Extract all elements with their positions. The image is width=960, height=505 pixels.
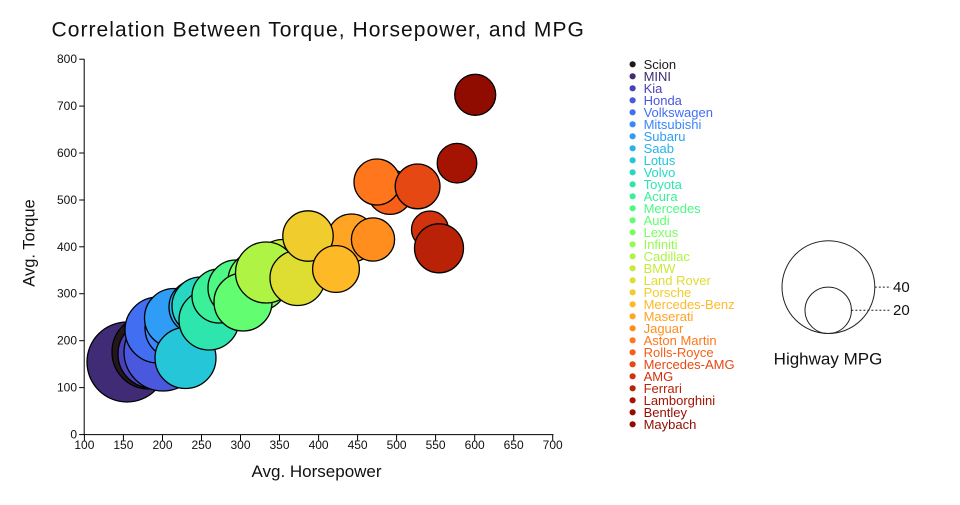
svg-text:100: 100 — [57, 381, 77, 395]
svg-text:700: 700 — [543, 438, 563, 452]
svg-text:800: 800 — [57, 52, 77, 66]
svg-text:Porsche: Porsche — [644, 285, 692, 300]
svg-text:Honda: Honda — [644, 93, 683, 108]
svg-text:350: 350 — [269, 438, 289, 452]
svg-text:550: 550 — [426, 438, 446, 452]
svg-text:Audi: Audi — [644, 213, 670, 228]
svg-text:Lexus: Lexus — [644, 225, 679, 240]
svg-text:200: 200 — [57, 334, 77, 348]
svg-text:Aston Martin: Aston Martin — [644, 333, 717, 348]
svg-text:Toyota: Toyota — [644, 177, 683, 192]
svg-text:Land Rover: Land Rover — [644, 273, 712, 288]
svg-text:450: 450 — [348, 438, 368, 452]
svg-text:Rolls-Royce: Rolls-Royce — [644, 345, 714, 360]
svg-text:Kia: Kia — [644, 81, 664, 96]
svg-text:Maserati: Maserati — [644, 309, 694, 324]
svg-text:100: 100 — [74, 438, 94, 452]
svg-text:300: 300 — [230, 438, 250, 452]
svg-text:Mitsubishi: Mitsubishi — [644, 117, 702, 132]
svg-text:Saab: Saab — [644, 141, 674, 156]
svg-text:Avg. Horsepower: Avg. Horsepower — [251, 462, 381, 481]
svg-text:Mercedes-Benz: Mercedes-Benz — [644, 297, 735, 312]
svg-text:Mercedes: Mercedes — [644, 201, 702, 216]
svg-text:300: 300 — [57, 287, 77, 301]
svg-text:700: 700 — [57, 99, 77, 113]
svg-text:Scion: Scion — [644, 57, 677, 72]
svg-text:600: 600 — [465, 438, 485, 452]
svg-text:250: 250 — [191, 438, 211, 452]
svg-text:Avg. Torque: Avg. Torque — [21, 199, 39, 286]
svg-text:Correlation Between Torque, Ho: Correlation Between Torque, Horsepower, … — [52, 19, 585, 42]
svg-text:Bentley: Bentley — [644, 405, 688, 420]
svg-text:500: 500 — [57, 193, 77, 207]
svg-text:400: 400 — [309, 438, 329, 452]
svg-text:Ferrari: Ferrari — [644, 381, 682, 396]
svg-text:Lotus: Lotus — [644, 153, 676, 168]
svg-text:Cadillac: Cadillac — [644, 249, 691, 264]
svg-text:150: 150 — [113, 438, 133, 452]
svg-text:40: 40 — [893, 279, 910, 296]
svg-text:20: 20 — [893, 302, 910, 319]
svg-text:500: 500 — [387, 438, 407, 452]
svg-text:Jaguar: Jaguar — [644, 321, 684, 336]
svg-text:MINI: MINI — [644, 69, 671, 84]
svg-text:600: 600 — [57, 146, 77, 160]
svg-text:Volvo: Volvo — [644, 165, 676, 180]
svg-text:Infiniti: Infiniti — [644, 237, 678, 252]
svg-text:Highway MPG: Highway MPG — [774, 350, 883, 369]
svg-text:400: 400 — [57, 240, 77, 254]
svg-text:AMG: AMG — [644, 369, 674, 384]
svg-text:Subaru: Subaru — [644, 129, 686, 144]
svg-text:BMW: BMW — [644, 261, 677, 276]
svg-text:Maybach: Maybach — [644, 417, 697, 432]
svg-text:650: 650 — [504, 438, 524, 452]
svg-text:Volkswagen: Volkswagen — [644, 105, 713, 120]
svg-text:Acura: Acura — [644, 189, 679, 204]
svg-text:0: 0 — [70, 428, 77, 442]
svg-text:200: 200 — [152, 438, 172, 452]
svg-text:Lamborghini: Lamborghini — [644, 393, 716, 408]
svg-text:Mercedes-AMG: Mercedes-AMG — [644, 357, 735, 372]
